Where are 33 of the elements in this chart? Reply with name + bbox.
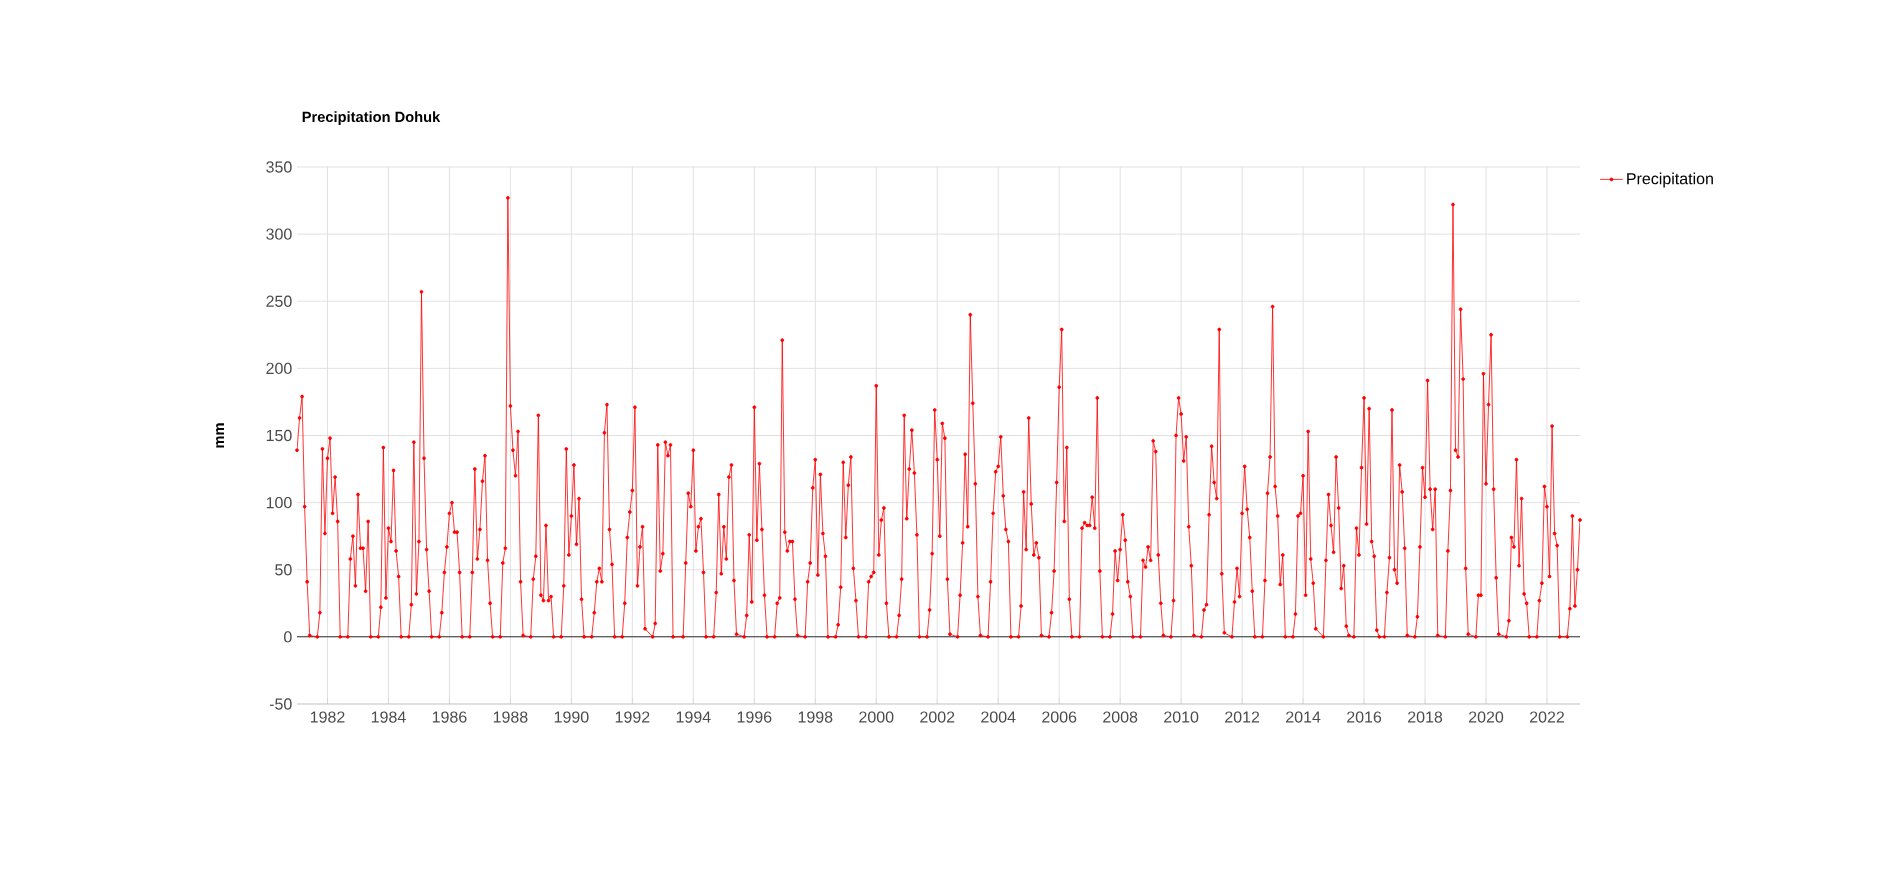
x-tick-label: 2006 <box>1042 711 1077 723</box>
chart-title: Precipitation Dohuk <box>302 111 441 125</box>
x-tick-label: 2018 <box>1408 711 1443 723</box>
x-tick-label: 1998 <box>798 711 833 723</box>
x-tick-label: 2016 <box>1347 711 1382 723</box>
x-tick-label: 2010 <box>1164 711 1199 723</box>
x-tick-label: 2014 <box>1286 711 1321 723</box>
x-tick-label: 2020 <box>1469 711 1504 723</box>
x-tick-label: 1982 <box>310 711 345 723</box>
x-tick-label: 2000 <box>859 711 894 723</box>
y-tick-label: 200 <box>266 362 292 375</box>
x-tick-label: 1996 <box>737 711 772 723</box>
x-tick-label: 2002 <box>920 711 955 723</box>
x-tick-label: 1986 <box>432 711 467 723</box>
y-tick-label: 0 <box>284 631 292 643</box>
y-tick-label: 350 <box>266 161 292 173</box>
y-tick-label: 250 <box>266 295 292 307</box>
x-tick-label: 1984 <box>371 711 406 723</box>
y-tick-label: 300 <box>266 228 292 240</box>
x-tick-label: 1988 <box>493 711 528 723</box>
x-tick-label: 1990 <box>554 711 589 723</box>
y-axis-title: mm <box>216 423 224 448</box>
x-tick-label: 2008 <box>1103 711 1138 723</box>
x-tick-label: 2004 <box>981 711 1016 723</box>
x-tick-label: 2022 <box>1529 711 1564 723</box>
x-tick-label: 1992 <box>615 711 650 723</box>
legend-label: Precipitation <box>1627 172 1713 188</box>
x-tick-label: 2012 <box>1225 711 1260 723</box>
y-tick-label: 100 <box>266 496 292 509</box>
y-tick-label: 150 <box>266 429 292 442</box>
y-tick-label: 50 <box>275 564 292 576</box>
y-tick-label: -50 <box>269 698 292 710</box>
x-tick-label: 1994 <box>676 711 711 723</box>
